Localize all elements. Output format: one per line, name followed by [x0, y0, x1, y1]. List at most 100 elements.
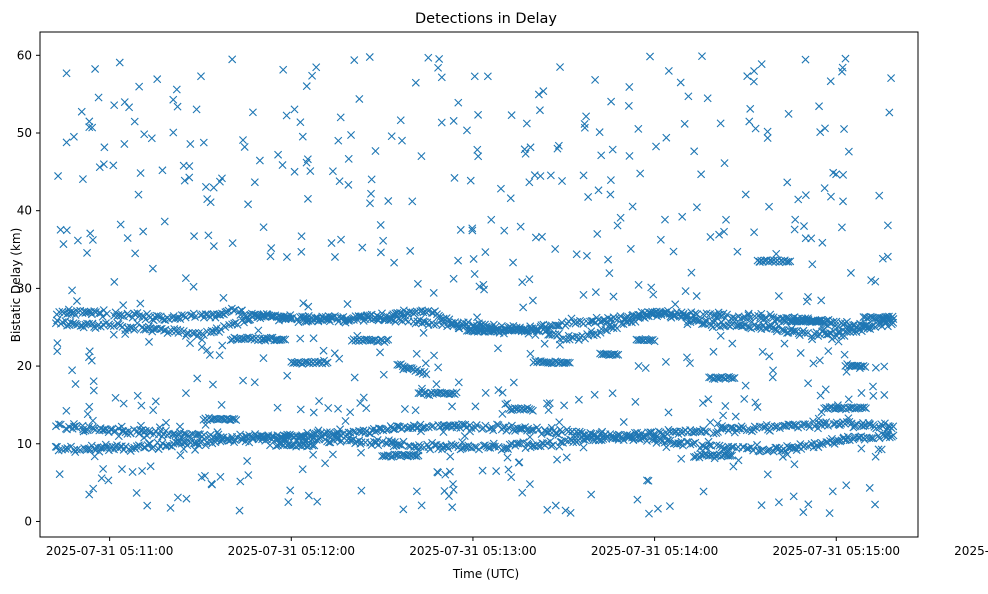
data-point-marker [123, 309, 132, 318]
data-point-marker [722, 215, 731, 224]
data-point-marker [693, 310, 702, 319]
data-point-marker [846, 268, 855, 277]
data-point-marker [664, 66, 673, 75]
data-point-marker [769, 366, 778, 375]
data-point-marker [319, 346, 328, 355]
data-point-marker [753, 402, 762, 411]
data-point-marker [878, 254, 887, 263]
data-point-marker [734, 456, 743, 465]
data-point-marker [451, 421, 460, 430]
data-point-marker [343, 300, 352, 309]
data-point-marker [454, 98, 463, 107]
data-point-marker [547, 441, 556, 450]
data-point-marker [727, 423, 736, 432]
data-point-marker [825, 329, 834, 338]
data-point-marker [749, 77, 758, 86]
data-point-marker [321, 459, 330, 468]
data-point-marker [701, 317, 709, 326]
data-point-marker [296, 433, 305, 442]
data-point-marker [336, 425, 345, 434]
data-point-marker [730, 374, 739, 383]
data-point-marker [284, 498, 293, 507]
data-point-marker [59, 240, 68, 249]
data-point-marker [824, 347, 833, 356]
data-point-marker [549, 441, 558, 450]
data-point-marker [726, 373, 735, 382]
data-point-marker [133, 391, 142, 400]
data-point-marker [692, 203, 701, 212]
data-point-marker [865, 434, 874, 443]
y-tick-label: 0 [24, 514, 32, 528]
data-point-marker [543, 505, 552, 514]
data-point-marker [69, 132, 78, 141]
data-point-marker [85, 123, 94, 132]
y-tick-label: 20 [17, 359, 32, 373]
data-point-marker [844, 147, 853, 156]
data-point-marker [454, 322, 463, 331]
data-point-marker [62, 406, 71, 415]
data-point-marker [624, 101, 633, 110]
data-point-marker [456, 225, 465, 234]
data-point-marker [218, 341, 227, 350]
data-point-marker [669, 247, 678, 256]
data-point-marker [86, 229, 95, 238]
data-point-marker [883, 221, 892, 230]
data-point-marker [801, 191, 810, 200]
data-point-marker [109, 330, 118, 339]
data-point-marker [501, 400, 510, 409]
data-point-marker [608, 389, 617, 398]
data-point-marker [545, 321, 554, 330]
data-point-marker [692, 316, 701, 325]
data-point-marker [525, 275, 534, 284]
data-point-marker [244, 200, 253, 209]
data-point-marker [304, 302, 313, 311]
data-point-marker [334, 136, 343, 145]
data-point-marker [411, 406, 420, 415]
data-point-marker [699, 487, 708, 496]
data-point-marker [455, 324, 464, 333]
data-point-marker [330, 349, 339, 358]
data-point-marker [384, 197, 393, 206]
data-point-marker [678, 212, 687, 221]
data-point-marker [324, 403, 333, 412]
data-point-marker [140, 433, 149, 442]
data-point-marker [236, 477, 245, 486]
x-tick-label: 2025-07-31 05:16:00 [954, 544, 988, 558]
data-point-marker [514, 424, 523, 433]
data-point-marker [181, 313, 190, 322]
data-point-marker [595, 128, 604, 137]
data-point-marker [856, 362, 865, 371]
data-point-marker [506, 194, 515, 203]
data-point-marker [644, 509, 653, 518]
data-point-marker [445, 467, 454, 476]
data-point-marker [137, 401, 146, 410]
data-point-marker [119, 399, 128, 408]
data-point-marker [416, 427, 425, 436]
data-point-marker [454, 378, 463, 387]
data-point-marker [279, 335, 288, 344]
data-point-marker [190, 232, 199, 241]
data-point-marker [619, 418, 628, 427]
data-point-marker [619, 436, 628, 444]
data-point-marker [522, 119, 531, 128]
data-point-marker [548, 330, 557, 339]
data-point-marker [633, 495, 642, 504]
data-point-marker [818, 238, 827, 247]
data-point-marker [805, 423, 814, 432]
data-point-marker [239, 376, 248, 385]
data-point-marker [375, 424, 383, 433]
data-point-marker [64, 305, 73, 314]
data-point-marker [181, 274, 190, 283]
data-point-marker [204, 231, 213, 240]
data-point-marker [634, 314, 643, 323]
data-point-marker [357, 486, 366, 495]
data-point-marker [561, 506, 570, 515]
data-point-marker [83, 410, 92, 419]
data-point-marker [179, 444, 188, 453]
data-point-marker [282, 252, 291, 261]
data-point-marker [867, 321, 876, 330]
data-point-marker [422, 370, 431, 379]
data-point-marker [751, 124, 760, 133]
